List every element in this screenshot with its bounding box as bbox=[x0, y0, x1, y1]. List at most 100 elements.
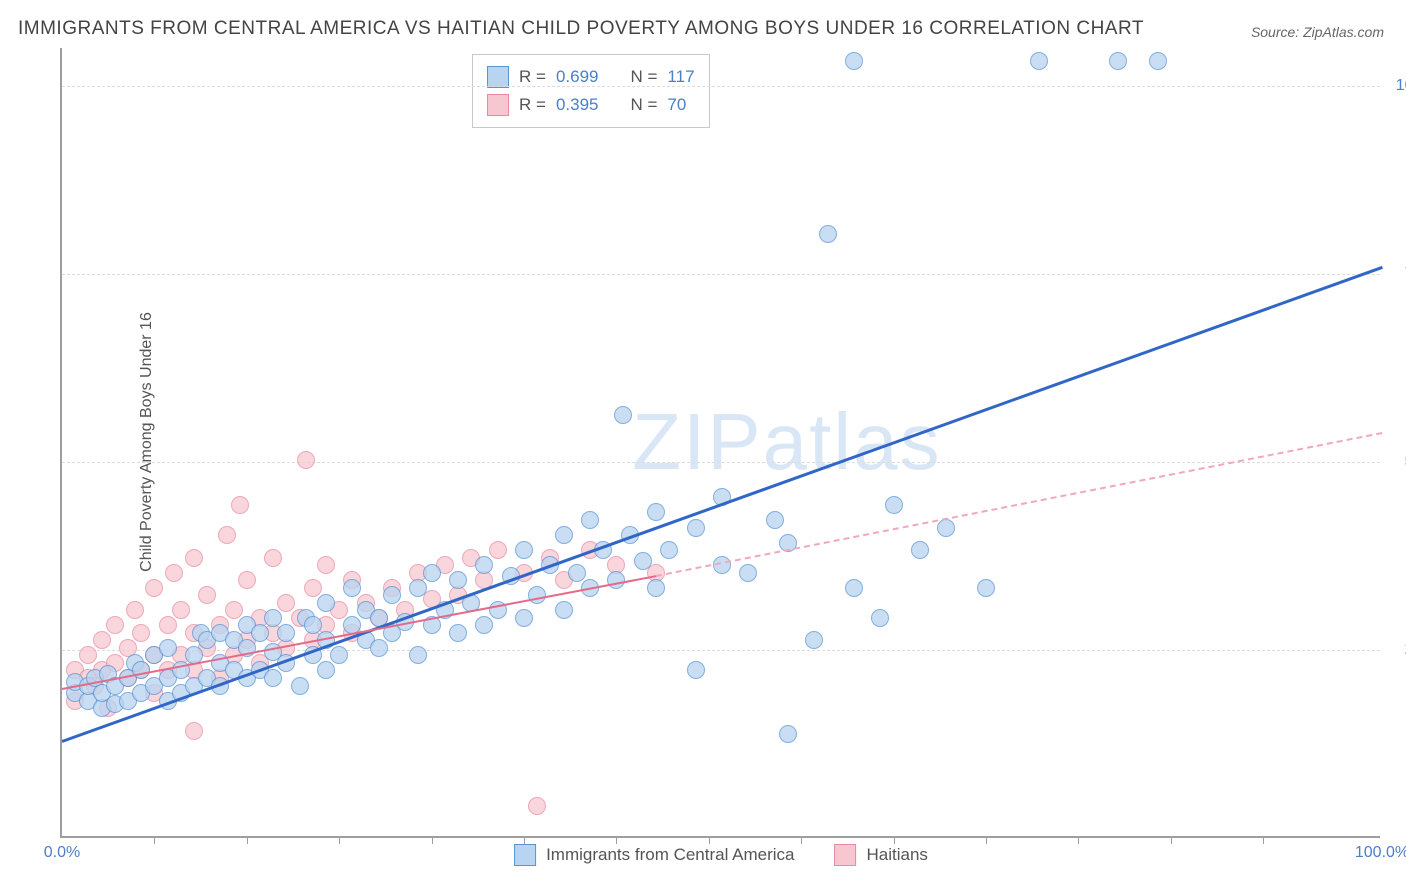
x-tick-label: 100.0% bbox=[1355, 844, 1406, 862]
x-tick bbox=[616, 836, 617, 844]
data-point bbox=[687, 661, 705, 679]
swatch-pink-icon bbox=[487, 94, 509, 116]
data-point bbox=[779, 725, 797, 743]
data-point bbox=[449, 571, 467, 589]
legend-item-2: Haitians bbox=[835, 844, 928, 866]
x-tick bbox=[801, 836, 802, 844]
data-point bbox=[409, 579, 427, 597]
data-point bbox=[93, 631, 111, 649]
swatch-blue-icon bbox=[514, 844, 536, 866]
y-tick-label: 100.0% bbox=[1390, 77, 1406, 95]
data-point bbox=[198, 586, 216, 604]
r-label: R = bbox=[519, 67, 546, 87]
grid-line bbox=[62, 274, 1380, 275]
data-point bbox=[383, 586, 401, 604]
x-tick bbox=[154, 836, 155, 844]
data-point bbox=[528, 797, 546, 815]
data-point bbox=[185, 722, 203, 740]
data-point bbox=[132, 661, 150, 679]
data-point bbox=[449, 624, 467, 642]
legend-item-1: Immigrants from Central America bbox=[514, 844, 794, 866]
data-point bbox=[515, 609, 533, 627]
r-value-2: 0.395 bbox=[556, 95, 599, 115]
data-point bbox=[251, 624, 269, 642]
data-point bbox=[126, 601, 144, 619]
data-point bbox=[607, 571, 625, 589]
x-tick bbox=[432, 836, 433, 844]
data-point bbox=[238, 571, 256, 589]
n-label: N = bbox=[630, 95, 657, 115]
swatch-pink-icon bbox=[835, 844, 857, 866]
data-point bbox=[647, 579, 665, 597]
data-point bbox=[264, 609, 282, 627]
data-point bbox=[634, 552, 652, 570]
grid-line bbox=[62, 86, 1380, 87]
data-point bbox=[297, 451, 315, 469]
stats-row-series2: R = 0.395 N = 70 bbox=[487, 91, 695, 119]
x-tick bbox=[524, 836, 525, 844]
x-tick bbox=[1263, 836, 1264, 844]
x-tick bbox=[1171, 836, 1172, 844]
data-point bbox=[885, 496, 903, 514]
x-tick bbox=[986, 836, 987, 844]
y-tick-label: 75.0% bbox=[1390, 265, 1406, 283]
data-point bbox=[277, 624, 295, 642]
x-tick bbox=[339, 836, 340, 844]
data-point bbox=[568, 564, 586, 582]
y-tick-label: 50.0% bbox=[1390, 453, 1406, 471]
data-point bbox=[660, 541, 678, 559]
data-point bbox=[330, 646, 348, 664]
data-point bbox=[231, 496, 249, 514]
legend-label-1: Immigrants from Central America bbox=[546, 845, 794, 865]
trendline bbox=[656, 432, 1382, 577]
x-tick bbox=[1078, 836, 1079, 844]
n-value-1: 117 bbox=[667, 67, 694, 87]
data-point bbox=[317, 556, 335, 574]
data-point bbox=[218, 526, 236, 544]
data-point bbox=[845, 579, 863, 597]
data-point bbox=[766, 511, 784, 529]
data-point bbox=[172, 601, 190, 619]
data-point bbox=[317, 661, 335, 679]
data-point bbox=[409, 646, 427, 664]
data-point bbox=[581, 511, 599, 529]
stats-legend: R = 0.699 N = 117 R = 0.395 N = 70 bbox=[472, 54, 710, 128]
y-tick-label: 25.0% bbox=[1390, 641, 1406, 659]
data-point bbox=[165, 564, 183, 582]
trendline bbox=[61, 266, 1382, 743]
y-axis-title: Child Poverty Among Boys Under 16 bbox=[138, 312, 156, 572]
series-legend: Immigrants from Central America Haitians bbox=[514, 844, 928, 866]
legend-label-2: Haitians bbox=[867, 845, 928, 865]
data-point bbox=[106, 616, 124, 634]
data-point bbox=[277, 594, 295, 612]
n-value-2: 70 bbox=[667, 95, 686, 115]
data-point bbox=[423, 564, 441, 582]
data-point bbox=[159, 639, 177, 657]
r-value-1: 0.699 bbox=[556, 67, 599, 87]
data-point bbox=[343, 579, 361, 597]
x-tick-label: 0.0% bbox=[44, 844, 80, 862]
data-point bbox=[291, 677, 309, 695]
data-point bbox=[304, 616, 322, 634]
data-point bbox=[528, 586, 546, 604]
x-tick bbox=[247, 836, 248, 844]
data-point bbox=[304, 579, 322, 597]
source-label: Source: ZipAtlas.com bbox=[1251, 24, 1384, 40]
data-point bbox=[159, 616, 177, 634]
data-point bbox=[819, 225, 837, 243]
data-point bbox=[555, 526, 573, 544]
data-point bbox=[264, 549, 282, 567]
data-point bbox=[132, 624, 150, 642]
data-point bbox=[911, 541, 929, 559]
data-point bbox=[555, 601, 573, 619]
data-point bbox=[977, 579, 995, 597]
chart-title: IMMIGRANTS FROM CENTRAL AMERICA VS HAITI… bbox=[18, 18, 1144, 40]
data-point bbox=[489, 541, 507, 559]
x-tick bbox=[894, 836, 895, 844]
data-point bbox=[225, 601, 243, 619]
data-point bbox=[614, 406, 632, 424]
x-tick bbox=[709, 836, 710, 844]
data-point bbox=[937, 519, 955, 537]
n-label: N = bbox=[630, 67, 657, 87]
data-point bbox=[1109, 52, 1127, 70]
